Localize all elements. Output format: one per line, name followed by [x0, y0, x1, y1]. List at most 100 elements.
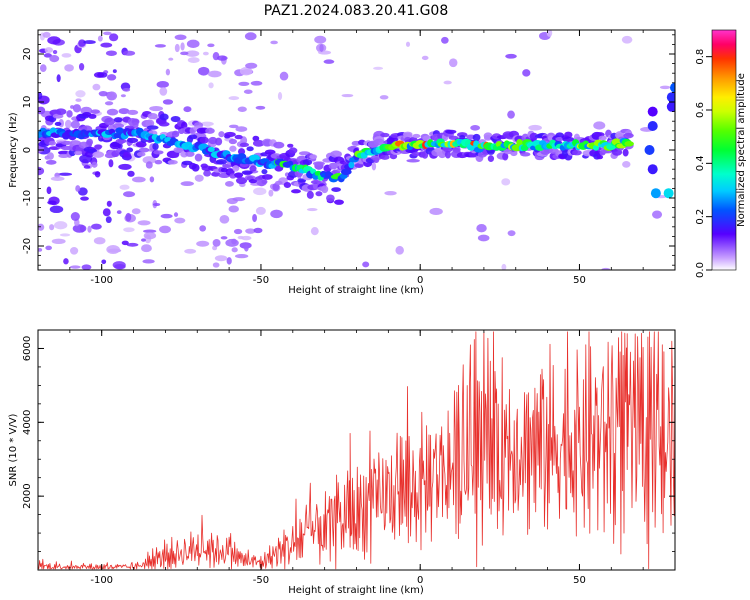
heatmap-cell: [319, 44, 324, 52]
x-tick-label: -50: [253, 575, 269, 586]
heatmap-cell: [78, 141, 90, 149]
heatmap-cell: [106, 200, 112, 207]
x-tick-label: 0: [417, 575, 423, 586]
heatmap-cell: [98, 90, 108, 97]
heatmap-cell: [275, 180, 283, 185]
heatmap-cell: [328, 162, 338, 170]
heatmap-cell: [43, 53, 52, 58]
heatmap-cell: [234, 254, 249, 259]
heatmap-cell: [510, 150, 518, 157]
heatmap-cell: [270, 209, 283, 219]
heatmap-cell: [121, 240, 129, 246]
heatmap-cell: [670, 82, 675, 93]
heatmap-cell: [168, 57, 174, 61]
heatmap-cell: [229, 145, 237, 152]
heatmap-cell: [75, 90, 86, 98]
y-tick-label: 0: [22, 147, 33, 153]
heatmap-cell: [171, 130, 180, 138]
heatmap-cell: [137, 220, 151, 226]
heatmap-cell: [142, 259, 155, 264]
heatmap-cell: [126, 147, 134, 153]
heatmap-cell: [380, 132, 390, 138]
heatmap-cell: [174, 43, 180, 53]
heatmap-cell: [224, 131, 236, 138]
x-tick-label: -50: [253, 275, 269, 286]
snr-x-ticks: -100 -50 0 50: [37, 330, 676, 586]
heatmap-cell: [562, 136, 575, 143]
x-tick-label: 50: [573, 275, 586, 286]
heatmap-cell: [312, 161, 325, 166]
heatmap-cell: [228, 96, 240, 101]
heatmap-cell: [46, 152, 54, 160]
heatmap-cell: [232, 197, 246, 202]
heatmap-cell: [516, 138, 523, 146]
heatmap-cell: [143, 232, 157, 240]
heatmap-cell: [51, 238, 66, 245]
heatmap-cell: [218, 131, 225, 138]
heatmap-cell: [180, 51, 189, 56]
heatmap-cell: [380, 154, 390, 160]
heatmap-cell: [80, 196, 89, 201]
heatmap-cell: [56, 74, 61, 83]
heatmap-cell: [235, 126, 248, 132]
heatmap-cell: [70, 246, 79, 255]
heatmap-cell: [239, 142, 250, 148]
heatmap-cell: [117, 138, 125, 145]
heatmap-cell: [449, 58, 458, 68]
heatmap-cell: [244, 32, 257, 41]
heatmap-cell: [652, 210, 663, 219]
heatmap-cell: [78, 39, 86, 47]
y-tick-label: 2000: [22, 483, 33, 508]
heatmap-cell: [91, 223, 102, 230]
heatmap-cell: [123, 227, 135, 233]
heatmap-cell: [529, 132, 539, 140]
heatmap-cell: [621, 35, 633, 44]
heatmap-cell: [104, 101, 114, 106]
heatmap-cell: [97, 35, 103, 42]
heatmap-cell: [180, 150, 189, 158]
heatmap-cell: [341, 93, 354, 98]
heatmap-cell: [66, 110, 73, 118]
heatmap-x-axis-label: Height of straight line (km): [288, 285, 424, 296]
heatmap-cell: [102, 208, 111, 217]
heatmap-cell: [112, 123, 125, 129]
heatmap-cell: [69, 265, 81, 269]
heatmap-cell: [228, 205, 239, 213]
heatmap-cell: [159, 113, 169, 121]
y-tick-label: -10: [22, 190, 33, 206]
heatmap-cell: [444, 150, 451, 159]
heatmap-cell: [272, 182, 280, 191]
heatmap-cell: [261, 169, 268, 175]
y-tick-label: 20: [22, 48, 33, 61]
heatmap-cell: [252, 135, 260, 142]
heatmap-cell: [127, 109, 139, 115]
heatmap-cell: [184, 248, 197, 254]
heatmap-cell: [522, 69, 531, 77]
heatmap-cell: [211, 171, 221, 177]
heatmap-cell: [291, 189, 301, 194]
heatmap-cell: [326, 194, 335, 202]
heatmap-cell: [38, 247, 43, 252]
heatmap-cell: [106, 108, 119, 116]
colorbar: 0.0 0.2 0.4 0.6 0.8 Normalized spectral ampl…: [695, 29, 747, 278]
heatmap-cell: [59, 233, 71, 237]
heatmap-cell: [207, 70, 222, 78]
heatmap-cell: [205, 127, 215, 134]
heatmap-cell: [70, 212, 80, 221]
heatmap-cell: [472, 133, 481, 142]
y-tick-label: 4000: [22, 410, 33, 435]
heatmap-cell: [156, 81, 169, 88]
heatmap-cell: [216, 55, 228, 61]
heatmap-cell: [412, 133, 421, 139]
colorbar-tick-label: 0.0: [695, 262, 706, 278]
heatmap-cell: [42, 31, 51, 38]
heatmap-cell: [116, 210, 122, 215]
heatmap-cell: [145, 161, 153, 169]
heatmap-cell: [240, 235, 252, 241]
heatmap-cell: [159, 225, 172, 234]
heatmap-cell: [288, 147, 298, 154]
heatmap-cell: [348, 161, 355, 169]
heatmap-cell: [93, 71, 105, 78]
heatmap-cell: [314, 35, 327, 44]
